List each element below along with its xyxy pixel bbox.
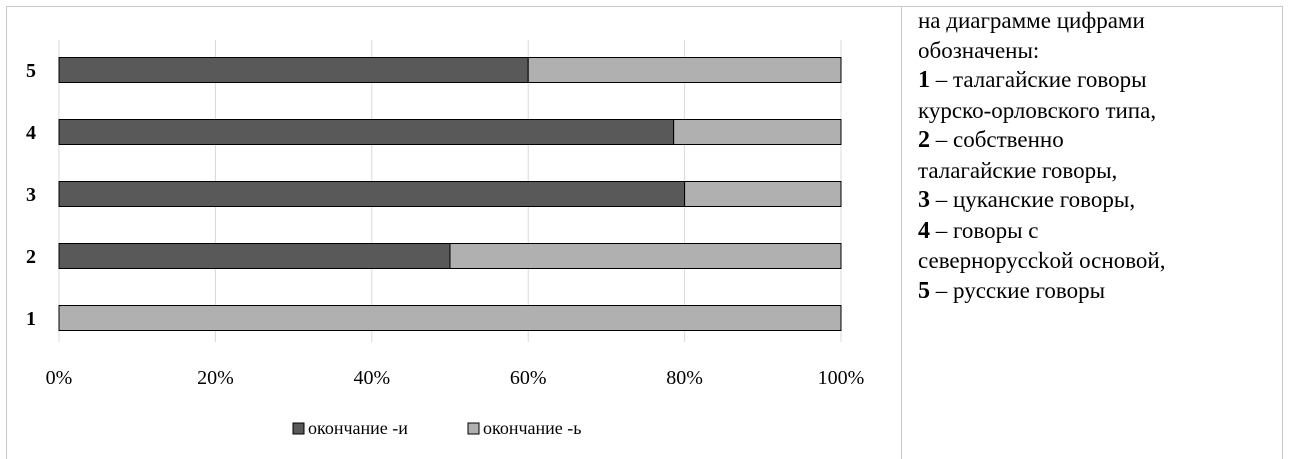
notes-panel: на диаграмме цифрами обозначены: 1 – тал… bbox=[918, 6, 1283, 306]
table-border-right bbox=[1282, 6, 1283, 459]
notes-item-4-cont: северноруссkой основой, bbox=[918, 248, 1166, 273]
y-tick-label: 5 bbox=[26, 60, 36, 82]
legend-swatch bbox=[292, 422, 305, 435]
bar-segment-2 bbox=[58, 305, 842, 331]
y-tick-label: 2 bbox=[26, 246, 36, 268]
y-tick-label: 1 bbox=[26, 308, 36, 330]
notes-intro-line-1: на диаграмме цифрами bbox=[918, 8, 1145, 33]
bar-segment-2 bbox=[673, 119, 842, 145]
notes-item-number: 1 bbox=[918, 67, 930, 93]
bar-segment-1 bbox=[58, 243, 451, 269]
y-tick-label: 4 bbox=[26, 122, 36, 144]
y-tick-label: 3 bbox=[26, 184, 36, 206]
notes-item-3: 3 – цуканские говоры, bbox=[918, 185, 1283, 216]
bar-segment-1 bbox=[58, 119, 675, 145]
notes-item-1-cont: курско-орловского типа, bbox=[918, 97, 1157, 123]
x-tick-label: 60% bbox=[510, 367, 547, 389]
notes-item-number: 2 bbox=[918, 127, 930, 153]
stacked-bar-chart: 0% 20% 40% 60% 80% 100% 1 2 3 4 5 окончание -и оконч… bbox=[26, 40, 865, 438]
x-tick-label: 100% bbox=[818, 367, 865, 389]
legend-label: окончание -ь bbox=[483, 418, 581, 438]
legend-label: окончание -и bbox=[308, 418, 408, 438]
bar-segment-2 bbox=[449, 243, 842, 269]
x-tick-label: 0% bbox=[46, 367, 73, 389]
notes-item-number: 5 bbox=[918, 277, 930, 304]
notes-item-4: 4 – говоры с bbox=[918, 217, 1039, 244]
notes-item-text: – цуканские говоры, bbox=[935, 187, 1136, 212]
legend-swatch bbox=[467, 422, 480, 435]
table-border-top bbox=[6, 6, 1283, 7]
x-tick-label: 20% bbox=[197, 367, 234, 389]
bar-segment-2 bbox=[527, 57, 842, 83]
notes-item-1: 1 – талагайские говоры bbox=[918, 67, 1147, 93]
table-border-middle bbox=[901, 6, 902, 459]
table-border-left bbox=[6, 6, 7, 459]
notes-item-2: 2 – собственно bbox=[918, 127, 1064, 153]
bar-segment-1 bbox=[58, 181, 686, 207]
notes-item-number: 4 bbox=[918, 217, 930, 244]
notes-item-5: 5 – русские говоры bbox=[918, 276, 1283, 307]
x-tick-label: 40% bbox=[353, 367, 390, 389]
notes-intro-line-2: обозначены: bbox=[918, 37, 1040, 63]
bar-segment-2 bbox=[684, 181, 842, 207]
x-tick-label: 80% bbox=[666, 367, 703, 389]
notes-item-number: 3 bbox=[918, 187, 930, 213]
notes-item-text: – русские говоры bbox=[935, 277, 1106, 303]
bar-segment-1 bbox=[58, 57, 529, 83]
notes-item-2-cont: талагайские говоры, bbox=[918, 157, 1118, 183]
